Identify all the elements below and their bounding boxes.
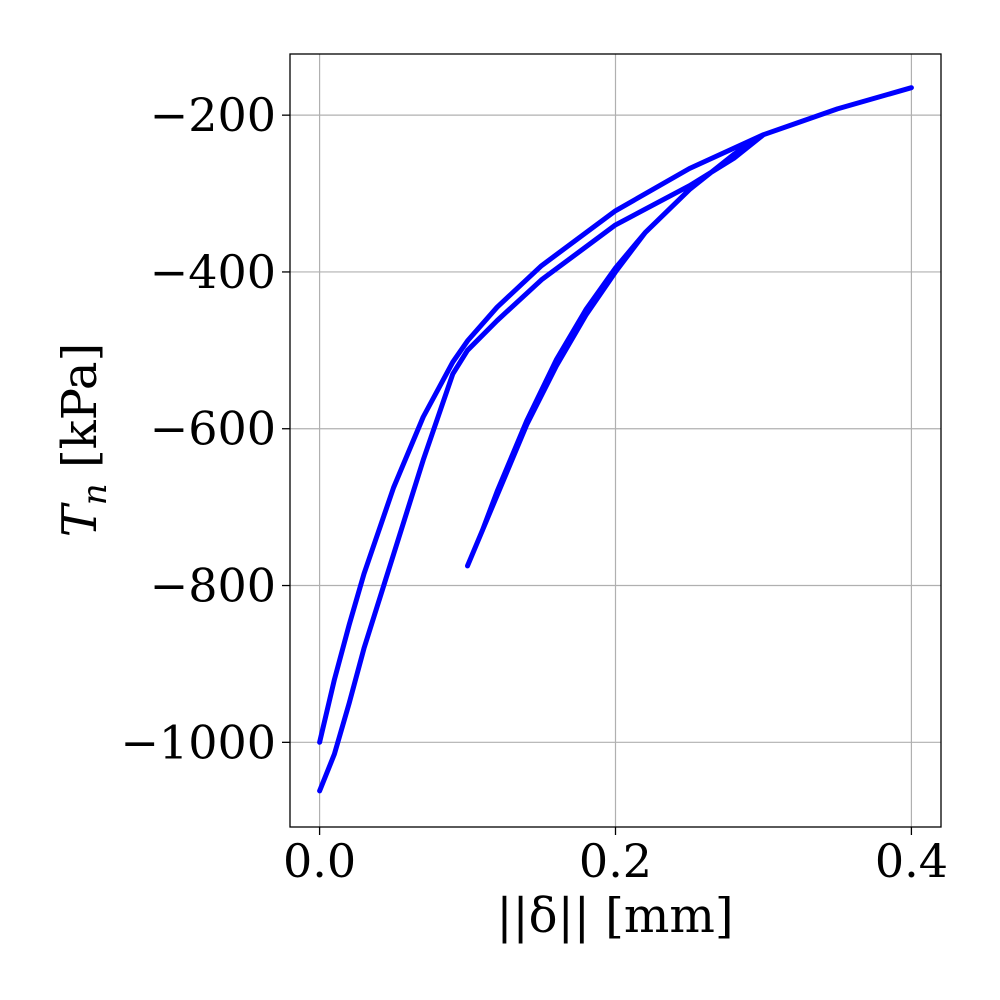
y-tick-label: −200 [150,88,276,142]
y-tick-label: −800 [150,559,276,613]
series-layer [317,85,914,794]
grid [290,54,941,827]
y-axis-label-unit: [kPa] [52,343,108,484]
y-tick-label: −400 [150,245,276,299]
y-axis-label-subscript: n [75,483,115,505]
series-line-2 [317,85,914,794]
x-tick-label: 0.0 [283,834,356,888]
y-tick-label: −1000 [120,715,276,769]
y-axis-label-symbol: T [52,502,108,537]
ticks: 0.0 0.2 0.4 −1000 −800 −600 −400 −200 [120,88,948,888]
y-axis-label: Tn [kPa] [52,343,115,537]
x-tick-label: 0.4 [875,834,948,888]
x-tick-label: 0.2 [579,834,652,888]
x-axis-label: ||δ|| [mm] [496,888,733,944]
y-tick-label: −600 [150,402,276,456]
